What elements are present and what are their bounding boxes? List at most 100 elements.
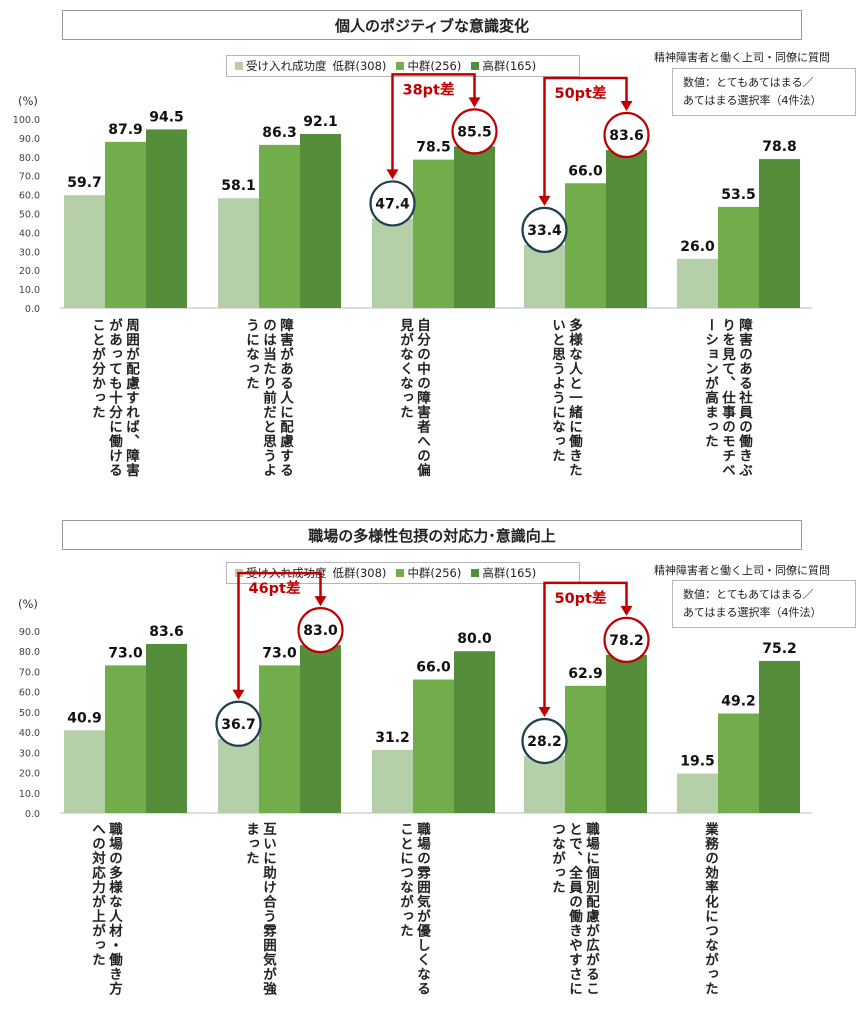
y-tick-label: 0.0 [25,304,40,315]
y-tick-label: 20.0 [19,769,40,780]
data-label: 19.5 [680,754,715,770]
bar-high [606,654,647,813]
chart1-category-1: 周囲が配慮すれば、障害があっても十分に働けることが分かった [89,318,139,478]
bar-mid [565,685,606,813]
chart1-note: 数値：とてもあてはまる／ あてはまる選択率（4件法） [672,68,856,116]
y-tick-label: 80.0 [19,647,40,658]
y-tick-label: 50.0 [19,708,40,719]
data-label: 26.0 [680,239,715,255]
y-tick-label: 60.0 [19,688,40,699]
data-label: 40.9 [67,710,102,726]
legend-swatch-icon [471,569,480,577]
legend-label-mid: 中群(256) [407,59,462,73]
bar-high [146,129,187,308]
circled-high-value [603,616,650,663]
difference-label: 38pt差 [403,80,455,98]
data-label: 66.0 [568,163,603,179]
data-label: 83.6 [149,624,184,640]
difference-label: 46pt差 [249,579,301,597]
y-tick-label: 10.0 [19,789,40,800]
data-label: 66.0 [416,660,451,676]
bar-low [372,749,413,813]
arrow-head-icon [538,195,551,206]
circled-low-value [215,700,262,747]
bar-mid [259,665,300,813]
data-label: 53.5 [721,187,756,203]
bar-low [677,773,718,813]
chart1-note-line-2: あてはまる選択率（4件法） [683,94,822,107]
data-label: 31.2 [375,730,410,746]
data-label: 62.9 [568,666,603,682]
data-label: 33.4 [527,223,562,239]
circled-high-value [451,108,498,155]
chart1-legend: 受け入れ成功度 低群(308) 中群(256) 高群(165) [226,55,580,77]
y-tick-label: 40.0 [19,228,40,239]
legend-mid: 中群(256) [396,565,461,581]
y-axis-label: (%) [18,94,38,108]
bar-low [64,730,105,813]
chart2-title: 職場の多様性包摂の対応力･意識向上 [62,520,802,550]
bar-high [454,651,495,813]
data-label: 86.3 [262,125,297,141]
data-label: 94.5 [149,109,184,125]
circled-high-value [297,607,344,654]
bar-mid [565,183,606,308]
circled-low-value [521,717,568,765]
data-label: 80.0 [457,631,492,647]
y-tick-label: 20.0 [19,266,40,277]
y-tick-label: 70.0 [19,172,40,183]
circled-low-value [521,206,568,253]
y-tick-label: 10.0 [19,285,40,296]
legend-swatch-icon [396,569,405,577]
legend-mid: 中群(256) [396,58,461,74]
arrow-head-icon [232,689,245,700]
bar-mid [718,713,759,813]
data-label: 78.2 [609,633,644,649]
y-tick-label: 90.0 [19,627,40,638]
chart1-plot: (%) 100.0 90.0 80.0 70.0 60.0 50.0 40.0 30.0 20.0… [13,73,812,315]
data-label: 73.0 [262,645,297,661]
y-tick-label: 60.0 [19,191,40,202]
y-tick-label: 50.0 [19,210,40,221]
y-tick-label: 70.0 [19,667,40,678]
chart2-category-5: 業務の効率化につながった [702,822,718,996]
bar-low [524,755,565,813]
legend-swatch-icon [235,62,243,70]
data-label: 59.7 [67,175,102,191]
bar-high [300,133,341,308]
chart2-note-head: 精神障害者と働く上司・同僚に質問 [654,564,830,577]
legend-low: 受け入れ成功度 低群(308) [235,58,386,74]
data-label: 78.5 [416,140,451,156]
chart1-note-line-1: 数値：とてもあてはまる／ [683,76,814,89]
legend-high: 高群(165) [471,58,536,74]
difference-arrow [237,571,322,692]
bar-high [146,643,187,813]
bar-high [759,660,800,813]
legend-high: 高群(165) [471,565,536,581]
arrow-head-icon [468,97,481,108]
circled-low-value [369,180,416,227]
bar-high [759,159,800,308]
data-label: 73.0 [108,645,143,661]
chart1-category-4: 多様な人と一緒に働きたいと思うようになった [549,318,582,478]
legend-prefix: 受け入れ成功度 [246,59,327,73]
arrow-head-icon [620,605,633,616]
bar-high [300,645,341,813]
bar-low [524,244,565,308]
bar-mid [105,665,146,813]
chart2-note: 数値：とてもあてはまる／ あてはまる選択率（4件法） [672,580,856,628]
data-label: 36.7 [221,717,256,733]
bar-mid [259,144,300,308]
chart2-category-1: 職場の多様な人材・働き方への対応力が上がった [89,822,122,996]
bar-low [677,258,718,308]
data-label: 83.6 [609,128,644,144]
difference-arrow [543,581,628,709]
data-label: 92.1 [303,114,338,130]
data-label: 87.9 [108,122,143,138]
y-axis-label: (%) [18,597,38,611]
arrow-head-icon [538,706,551,717]
bar-mid [413,159,454,308]
chart1-title: 個人のポジティブな意識変化 [62,10,802,40]
chart2-plot: (%) 90.0 80.0 70.0 60.0 50.0 40.0 30.0 20.0 10.0 0… [18,571,812,820]
difference-arrow [391,73,476,172]
